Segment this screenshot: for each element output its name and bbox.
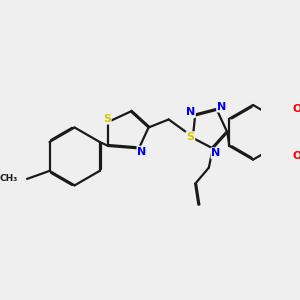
Text: S: S xyxy=(186,132,194,142)
Text: N: N xyxy=(217,102,226,112)
Text: N: N xyxy=(137,147,147,157)
Text: CH₃: CH₃ xyxy=(0,174,17,183)
Text: S: S xyxy=(103,114,111,124)
Text: N: N xyxy=(186,107,195,117)
Text: O: O xyxy=(293,151,300,160)
Text: O: O xyxy=(293,104,300,114)
Text: N: N xyxy=(212,148,221,158)
